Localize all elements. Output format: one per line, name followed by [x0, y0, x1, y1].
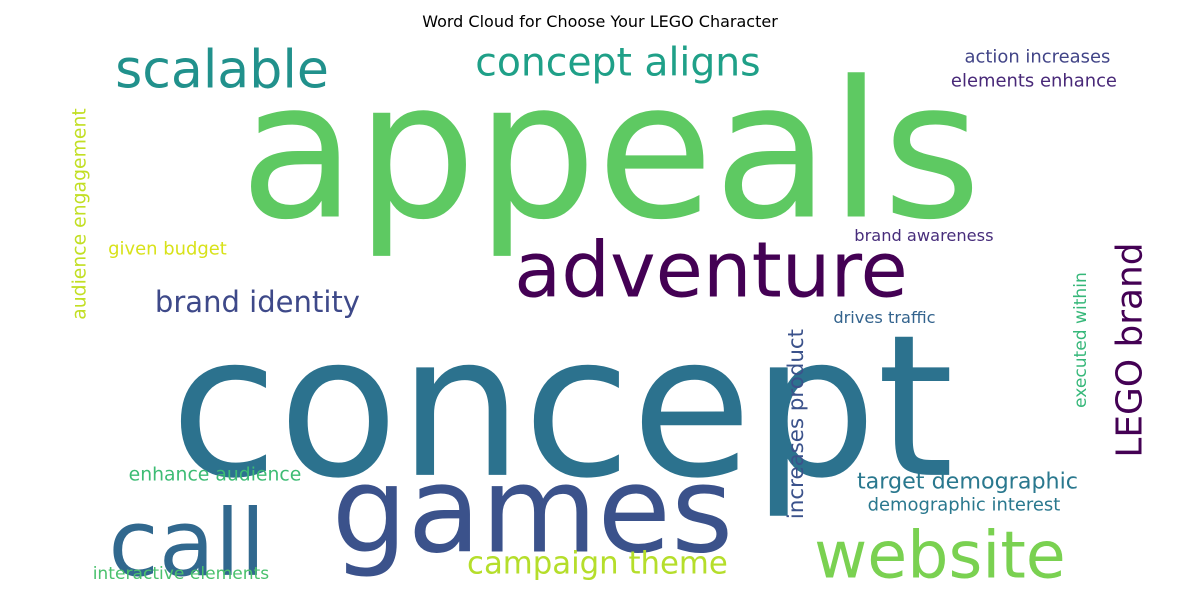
word-brand-identity: brand identity	[155, 285, 360, 319]
word-drives-traffic: drives traffic	[833, 308, 935, 327]
word-concept: concept	[170, 294, 954, 522]
word-appeals: appeals	[240, 40, 982, 261]
word-elements-enhance: elements enhance	[951, 71, 1117, 92]
word-interactive-elements: interactive elements	[93, 564, 270, 584]
chart-title: Word Cloud for Choose Your LEGO Characte…	[422, 12, 778, 31]
word-brand-awareness: brand awareness	[854, 226, 993, 245]
word-increases-product: increases product	[784, 329, 809, 519]
word-enhance-audience: enhance audience	[129, 464, 302, 485]
word-lego-brand: LEGO brand	[1109, 242, 1150, 457]
word-scalable: scalable	[115, 40, 329, 100]
word-given-budget: given budget	[108, 239, 227, 260]
word-adventure: adventure	[514, 227, 908, 316]
word-call: call	[108, 490, 265, 597]
word-campaign-theme: campaign theme	[467, 546, 728, 582]
word-website: website	[814, 518, 1066, 593]
word-audience-engagement: audience engagement	[69, 108, 90, 320]
word-games: games	[332, 441, 734, 580]
word-action-increases: action increases	[965, 47, 1111, 68]
word-demographic-interest: demographic interest	[868, 495, 1061, 516]
word-concept-aligns: concept aligns	[475, 41, 760, 86]
word-executed-within: executed within	[1071, 272, 1091, 408]
word-target-demographic: target demographic	[857, 469, 1078, 495]
